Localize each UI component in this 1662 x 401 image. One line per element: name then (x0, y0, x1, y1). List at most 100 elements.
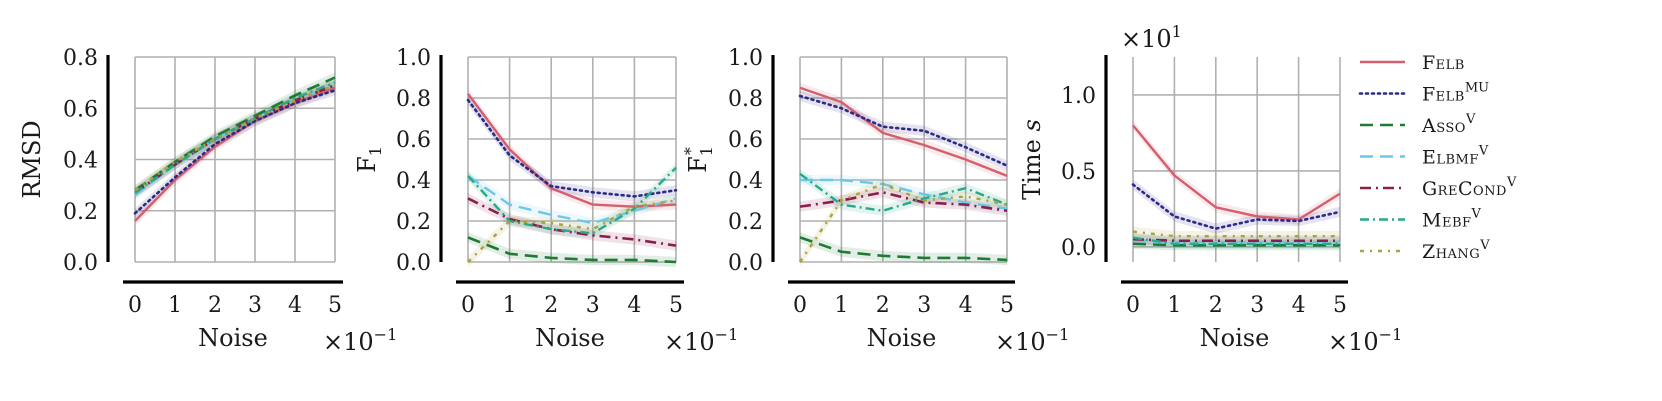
x-tick-label: 2 (544, 293, 558, 318)
uncertainty-bands (468, 88, 676, 268)
grecond-band (135, 80, 335, 198)
x-scale-multiplier: ×10−1 (664, 325, 738, 356)
x-tick-label: 3 (917, 293, 931, 318)
felb-band (1133, 120, 1340, 225)
y-tick-label: 0.5 (1061, 160, 1096, 185)
y-tick-label: 0.4 (396, 169, 431, 194)
legend: Felb FelbMU AssoV ElbmfV GreCondV MebfV ZhangV (1358, 52, 1517, 263)
asso-series-line (467, 236, 677, 264)
x-scale-multiplier: ×10−1 (995, 325, 1069, 356)
y-tick-label: 0.0 (396, 251, 431, 276)
y-tick-label: 0.8 (728, 87, 763, 112)
y-tick-label: 0.0 (63, 251, 98, 276)
mebf-band (468, 162, 676, 239)
x-tick-label: 4 (1292, 293, 1306, 318)
x-tick-label: 5 (1000, 293, 1014, 318)
grecond-band (468, 193, 676, 251)
asso-band (800, 232, 1007, 266)
x-tick-label: 5 (1333, 293, 1347, 318)
y-tick-label: 0.6 (63, 97, 98, 122)
x-tick-label: 3 (1250, 293, 1264, 318)
felbmu-series-line (1131, 183, 1342, 230)
y-axis-label: F1 (353, 146, 385, 173)
asso-series-line (799, 236, 1008, 262)
y-tick-label: 0.6 (396, 128, 431, 153)
felbmu-band (468, 94, 676, 202)
y-tick-label: 0.0 (728, 251, 763, 276)
felb-series-line (799, 86, 1008, 178)
zhang-band (1133, 226, 1340, 242)
legend-label-mebf: MebfV (1422, 207, 1482, 232)
y-tick-label: 0.6 (728, 128, 763, 153)
y-axis-label: RMSD (18, 120, 46, 198)
grid (134, 56, 336, 263)
y-tick-label: 0.4 (63, 149, 98, 174)
felbmu-band (1133, 179, 1340, 234)
x-tick-label: 1 (834, 293, 848, 318)
x-tick-label: 3 (248, 293, 262, 318)
y-tick-label: 0.8 (63, 46, 98, 71)
x-tick-label: 5 (328, 293, 342, 318)
f1-star-panel: 0.0 0.2 0.4 0.6 0.8 1.0 0 1 2 3 4 5 Noise ×10−1 F1* (681, 46, 1069, 356)
legend-entry-elbmf: ElbmfV (1360, 144, 1489, 169)
mebf-series-line (799, 172, 1008, 212)
legend-entry-zhang: ZhangV (1360, 238, 1490, 263)
zhang-band (800, 178, 1007, 268)
x-tick-label: 1 (168, 293, 182, 318)
legend-entry-asso: AssoV (1360, 112, 1476, 137)
asso-series-line (1132, 242, 1340, 247)
x-tick-label: 4 (627, 293, 641, 318)
felbmu-series-line (798, 94, 1009, 167)
time-panel: 0.0 0.5 1.0 0 1 2 3 4 5 Noise ×10−1 ×101 Time s (1018, 22, 1402, 356)
legend-label-grecond: GreCondV (1422, 175, 1517, 200)
felbmu-band (135, 85, 335, 219)
elbmf-series-line (467, 174, 677, 225)
x-tick-label: 1 (503, 293, 517, 318)
y-tick-label: 0.2 (728, 210, 763, 235)
mebf-series-line (1132, 236, 1340, 245)
legend-label-felbmu: FelbMU (1422, 81, 1489, 106)
felb-series-line (467, 93, 677, 208)
zhang-series-line (134, 84, 336, 192)
y-tick-label: 0.4 (728, 169, 763, 194)
mebf-band (800, 168, 1007, 216)
y-tick-label: 1.0 (1061, 84, 1096, 109)
uncertainty-bands (1133, 120, 1340, 251)
legend-label-zhang: ZhangV (1422, 238, 1490, 263)
x-scale-multiplier: ×10−1 (1328, 325, 1402, 356)
rmsd-panel: 0.0 0.2 0.4 0.6 0.8 0 1 2 3 4 5 Noise ×10−1 RMSD (18, 46, 397, 356)
y-axis-label: F1* (681, 146, 716, 173)
y-axis-label: Time s (1018, 119, 1046, 200)
legend-label-felb: Felb (1422, 52, 1465, 74)
x-tick-label: 0 (793, 293, 807, 318)
x-tick-label: 1 (1167, 293, 1181, 318)
f1-panel: 0.0 0.2 0.4 0.6 0.8 1.0 0 1 2 3 4 5 Noise ×10−1 F1 (353, 46, 738, 356)
y-tick-label: 0.2 (396, 210, 431, 235)
legend-label-elbmf: ElbmfV (1422, 144, 1489, 169)
zhang-series-line (1132, 230, 1340, 238)
x-axis-label: Noise (867, 324, 937, 352)
grid (467, 56, 677, 263)
x-axis-label: Noise (198, 324, 268, 352)
x-tick-label: 0 (461, 293, 475, 318)
x-tick-label: 4 (288, 293, 302, 318)
x-scale-multiplier: ×10−1 (323, 325, 397, 356)
asso-band (468, 232, 676, 268)
x-tick-label: 2 (208, 293, 222, 318)
x-tick-label: 2 (876, 293, 890, 318)
y-tick-label: 1.0 (396, 46, 431, 71)
mebf-series-line (134, 81, 336, 194)
x-tick-label: 0 (128, 293, 142, 318)
felbmu-series-line (133, 89, 337, 215)
x-axis-label: Noise (535, 324, 605, 352)
mebf-series-line (467, 166, 677, 235)
x-axis-label: Noise (1200, 324, 1270, 352)
legend-entry-felbmu: FelbMU (1358, 81, 1489, 106)
elbmf-series-line (800, 178, 1008, 210)
y-tick-label: 0.2 (63, 200, 98, 225)
legend-entry-grecond: GreCondV (1360, 175, 1517, 200)
x-tick-label: 4 (959, 293, 973, 318)
asso-series-line (134, 76, 336, 192)
y-tick-label: 1.0 (728, 46, 763, 71)
